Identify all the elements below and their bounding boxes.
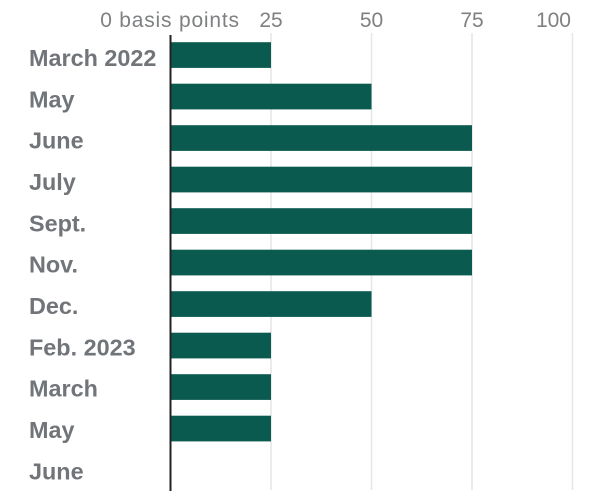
svg-text:March 2022: March 2022: [29, 45, 156, 71]
svg-text:May: May: [29, 417, 75, 443]
svg-text:25: 25: [259, 9, 282, 32]
svg-text:Feb. 2023: Feb. 2023: [29, 334, 136, 360]
svg-text:Nov.: Nov.: [29, 252, 78, 278]
svg-text:June: June: [29, 128, 84, 154]
svg-text:75: 75: [460, 9, 483, 32]
svg-text:100: 100: [536, 9, 571, 32]
svg-text:50: 50: [360, 9, 383, 32]
svg-text:Sept.: Sept.: [29, 210, 86, 236]
svg-text:July: July: [29, 169, 76, 195]
svg-text:0 basis points: 0 basis points: [100, 9, 240, 32]
svg-text:March: March: [29, 376, 98, 402]
svg-text:Dec.: Dec.: [29, 293, 78, 319]
svg-text:June: June: [29, 458, 84, 484]
svg-text:May: May: [29, 86, 75, 112]
